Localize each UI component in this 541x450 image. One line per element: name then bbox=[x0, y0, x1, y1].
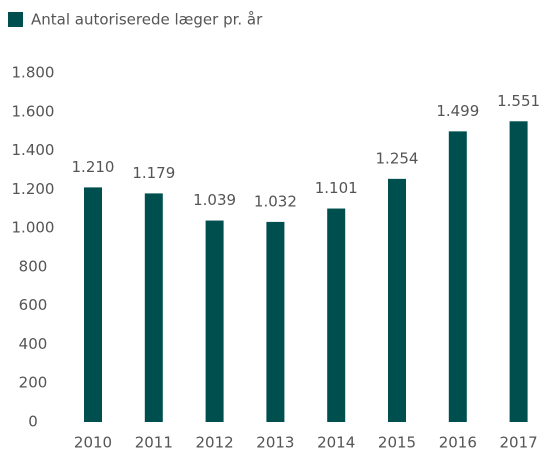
y-tick-label: 800 bbox=[19, 257, 48, 275]
bar bbox=[327, 208, 346, 422]
x-tick-label: 2015 bbox=[378, 434, 416, 450]
x-tick-label: 2012 bbox=[196, 434, 234, 450]
value-label: 1.039 bbox=[193, 191, 236, 209]
y-tick-label: 1.000 bbox=[12, 219, 55, 237]
value-label: 1.499 bbox=[436, 102, 479, 120]
bar bbox=[84, 187, 102, 422]
x-tick-label: 2014 bbox=[317, 434, 355, 450]
bar bbox=[205, 220, 224, 422]
y-tick-label: 400 bbox=[19, 335, 48, 353]
value-label: 1.179 bbox=[132, 164, 175, 182]
x-tick-label: 2011 bbox=[135, 434, 173, 450]
legend-label: Antal autoriserede læger pr. år bbox=[31, 11, 263, 29]
x-tick-label: 2013 bbox=[256, 434, 294, 450]
y-tick-label: 1.200 bbox=[12, 180, 55, 198]
y-tick-label: 1.600 bbox=[12, 102, 55, 120]
bar bbox=[509, 121, 528, 423]
y-tick-label: 600 bbox=[19, 296, 48, 314]
y-tick-label: 0 bbox=[28, 413, 38, 431]
y-tick-label: 200 bbox=[19, 374, 48, 392]
y-tick-label: 1.400 bbox=[12, 141, 55, 159]
bar bbox=[388, 178, 406, 422]
x-tick-label: 2016 bbox=[439, 434, 477, 450]
bar bbox=[448, 131, 467, 423]
value-label: 1.032 bbox=[254, 192, 297, 210]
x-tick-label: 2017 bbox=[500, 434, 538, 450]
y-tick-label: 1.800 bbox=[12, 64, 55, 82]
bar bbox=[144, 193, 163, 422]
x-tick-label: 2010 bbox=[74, 434, 112, 450]
bar bbox=[266, 221, 285, 422]
value-label: 1.101 bbox=[315, 179, 358, 197]
legend-swatch bbox=[8, 12, 23, 27]
value-label: 1.551 bbox=[497, 92, 540, 110]
value-label: 1.210 bbox=[72, 158, 115, 176]
value-label: 1.254 bbox=[376, 149, 419, 167]
